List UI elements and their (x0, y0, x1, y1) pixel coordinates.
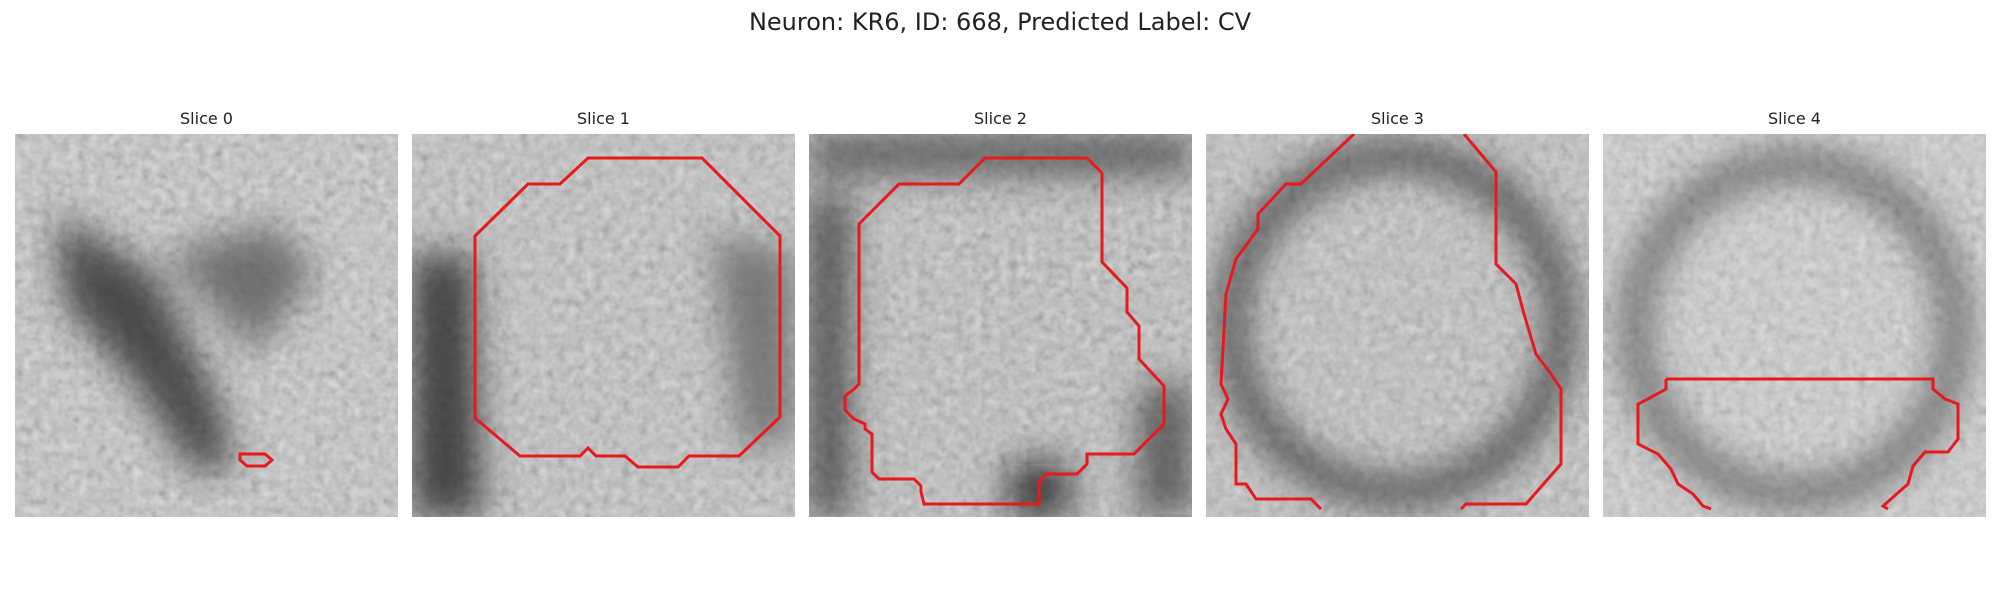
contour-2 (843, 156, 1166, 506)
slice-image-0 (15, 134, 398, 517)
slice-image-4 (1603, 134, 1986, 517)
contour-4-left (1636, 379, 1712, 511)
slice-image-3 (1206, 134, 1589, 517)
contour-0 (238, 452, 275, 468)
slice-title-3: Slice 3 (1371, 109, 1424, 128)
slice-image-1 (412, 134, 795, 517)
slice-title-4: Slice 4 (1768, 109, 1821, 128)
slice-panel-3: Slice 3 (1206, 108, 1589, 517)
contour-4 (1666, 377, 1960, 511)
contour-1 (473, 156, 782, 469)
contour-3-right (1459, 134, 1563, 511)
contour-3-left (1219, 134, 1356, 511)
slice-panel-2: Slice 2 (809, 108, 1192, 517)
slice-panel-0: Slice 0 (15, 108, 398, 517)
slice-title-1: Slice 1 (577, 109, 630, 128)
slice-image-2 (809, 134, 1192, 517)
slice-panel-4: Slice 4 (1603, 108, 1986, 517)
slice-panel-1: Slice 1 (412, 108, 795, 517)
slice-title-0: Slice 0 (180, 109, 233, 128)
figure-title: Neuron: KR6, ID: 668, Predicted Label: C… (748, 8, 1252, 36)
slice-title-2: Slice 2 (974, 109, 1027, 128)
